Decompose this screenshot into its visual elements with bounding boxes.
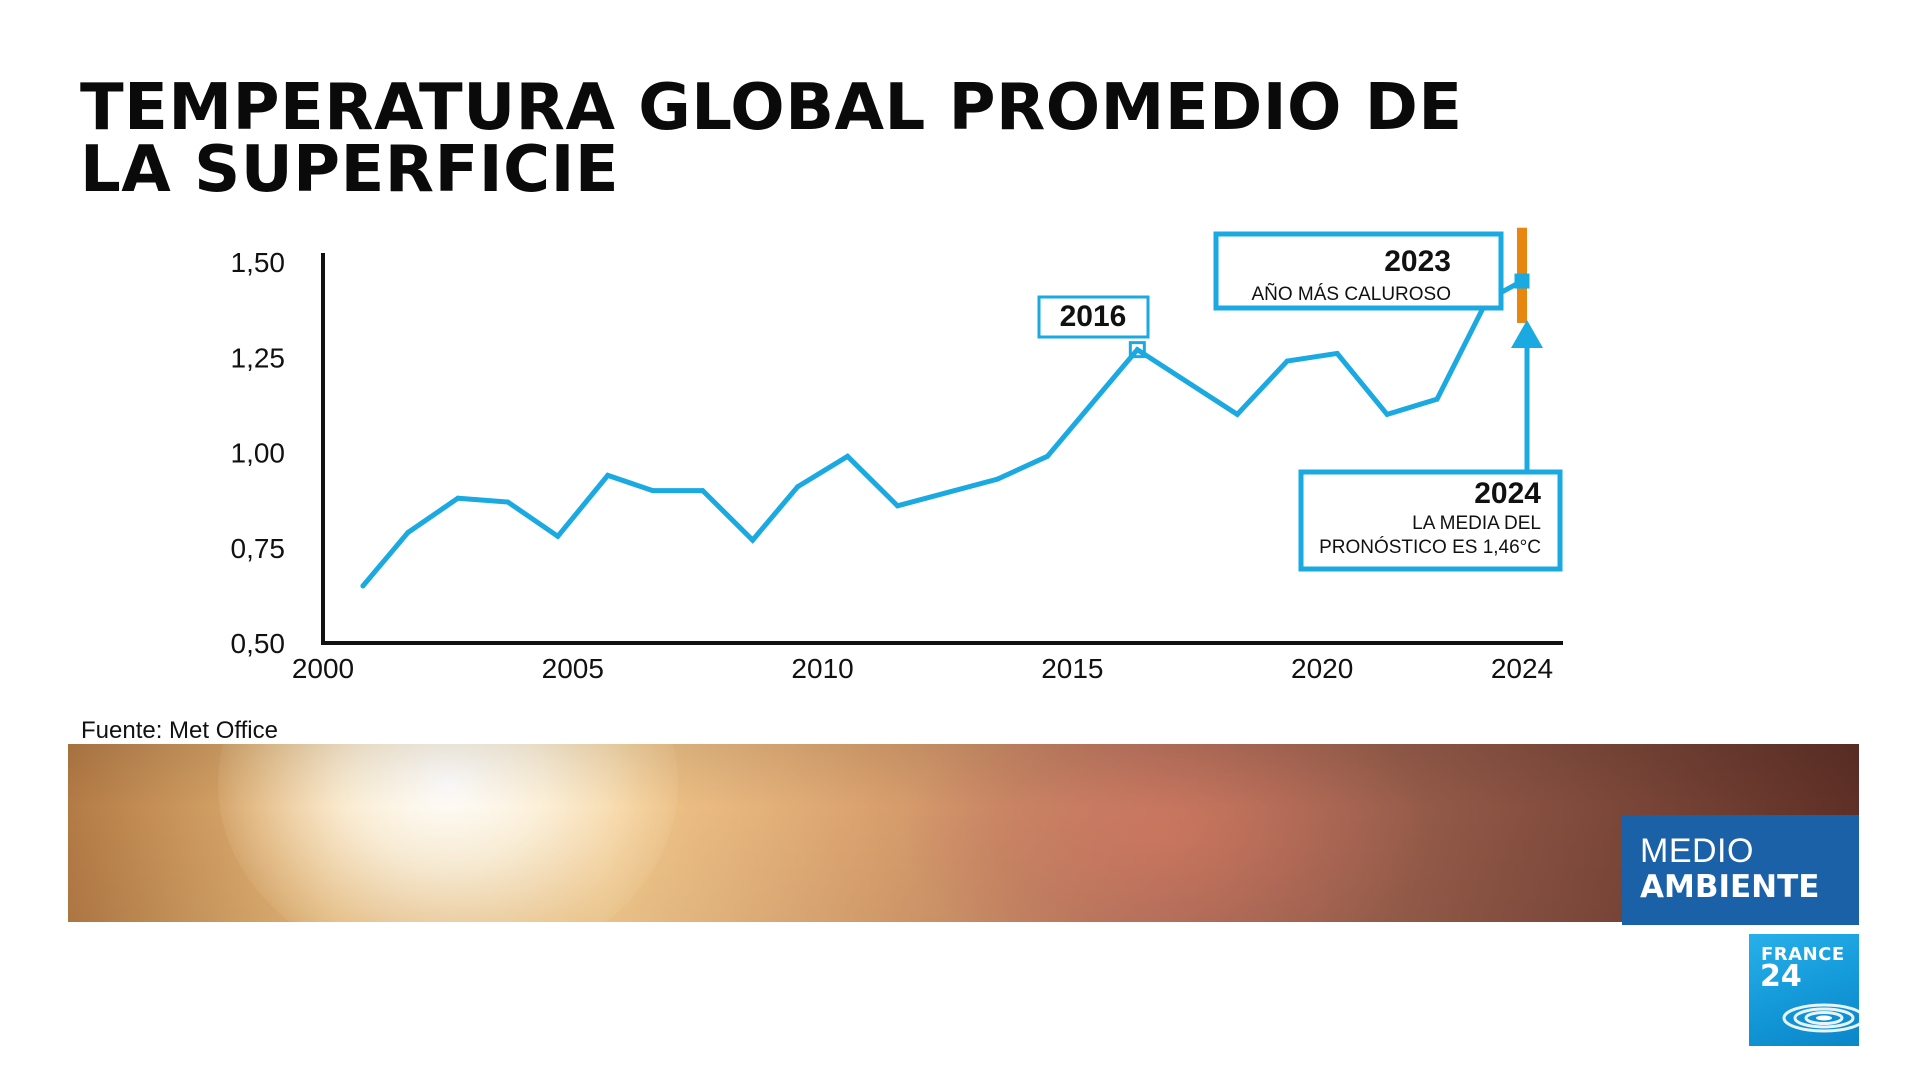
y-tick-label: 1,00 xyxy=(231,438,286,469)
logo-waves-icon xyxy=(1782,1003,1859,1033)
data-point xyxy=(605,472,611,478)
france24-logo: FRANCE 24 xyxy=(1749,934,1859,1046)
data-point xyxy=(1384,411,1390,417)
data-point xyxy=(650,488,656,494)
x-tick-label: 2005 xyxy=(542,653,604,684)
logo-text-line-1: FRANCE xyxy=(1761,944,1845,965)
x-tick-label: 2020 xyxy=(1291,653,1353,684)
chart-title-line-2: LA SUPERFICIE xyxy=(80,133,620,207)
data-point xyxy=(555,533,561,539)
annotation-2024-year: 2024 xyxy=(1474,477,1541,510)
annotations-group: 2016 2023 AÑO MÁS CALUROSO 2024 LA MEDIA… xyxy=(1037,231,1563,572)
annotation-2023-box xyxy=(1213,231,1504,311)
source-note: Fuente: Met Office xyxy=(81,717,278,744)
annotation-2024: 2024 LA MEDIA DEL PRONÓSTICO ES 1,46°C xyxy=(1298,320,1563,572)
data-point xyxy=(505,499,511,505)
data-point xyxy=(1134,347,1140,353)
data-point xyxy=(994,476,1000,482)
banner-red-glow xyxy=(908,744,1428,922)
data-point xyxy=(1434,396,1440,402)
annotation-2024-text-line-1: LA MEDIA DEL xyxy=(1412,513,1541,534)
annotation-2024-box xyxy=(1298,469,1563,572)
x-tick-label: 2010 xyxy=(791,653,853,684)
y-tick-label: 1,50 xyxy=(231,247,286,278)
data-point xyxy=(1234,411,1240,417)
annotation-2023-text: AÑO MÁS CALUROSO xyxy=(1251,283,1451,305)
data-point xyxy=(1334,350,1340,356)
logo-text-line-2: 24 xyxy=(1760,959,1802,994)
decorative-banner-image xyxy=(68,744,1859,922)
series-group xyxy=(360,273,1530,589)
banner-sun-glow xyxy=(218,744,678,922)
data-point xyxy=(750,537,756,543)
annotation-2023-year: 2023 xyxy=(1384,245,1451,278)
data-point xyxy=(845,453,851,459)
marker-2016 xyxy=(1128,341,1146,359)
data-point xyxy=(895,503,901,509)
y-axis-ticks: 0,50 0,75 1,00 1,25 1,50 xyxy=(231,247,286,659)
data-point xyxy=(795,484,801,490)
annotation-2024-arrow-head xyxy=(1511,320,1543,348)
x-tick-label: 2000 xyxy=(292,653,354,684)
annotation-2023: 2023 AÑO MÁS CALUROSO xyxy=(1213,231,1504,311)
section-label-line-2: AMBIENTE xyxy=(1640,869,1820,905)
data-point xyxy=(1044,453,1050,459)
x-axis-ticks: 2000 2005 2010 2015 2020 2024 xyxy=(292,653,1553,684)
series-line xyxy=(360,278,1525,589)
data-point xyxy=(1284,358,1290,364)
data-point xyxy=(360,583,366,589)
chart-title-line-1: TEMPERATURA GLOBAL PROMEDIO DE xyxy=(80,71,1463,145)
y-tick-label: 0,50 xyxy=(231,628,286,659)
annotation-2024-text-line-2: PRONÓSTICO ES 1,46°C xyxy=(1319,536,1541,558)
data-point xyxy=(455,495,461,501)
x-tick-label: 2024 xyxy=(1491,653,1553,684)
marker-2024 xyxy=(1514,273,1530,289)
x-tick-label: 2015 xyxy=(1041,653,1103,684)
data-point xyxy=(405,530,411,536)
chart-axes xyxy=(321,253,1563,645)
section-label-line-1: MEDIO xyxy=(1640,832,1754,870)
annotation-2016: 2016 xyxy=(1037,295,1150,339)
data-point xyxy=(700,488,706,494)
annotation-2016-year: 2016 xyxy=(1060,300,1127,333)
y-tick-label: 1,25 xyxy=(231,342,286,373)
banner-shade xyxy=(68,744,1859,922)
section-label-box: MEDIO AMBIENTE xyxy=(1622,815,1859,925)
annotation-2016-box xyxy=(1037,295,1150,339)
y-tick-label: 0,75 xyxy=(231,533,286,564)
